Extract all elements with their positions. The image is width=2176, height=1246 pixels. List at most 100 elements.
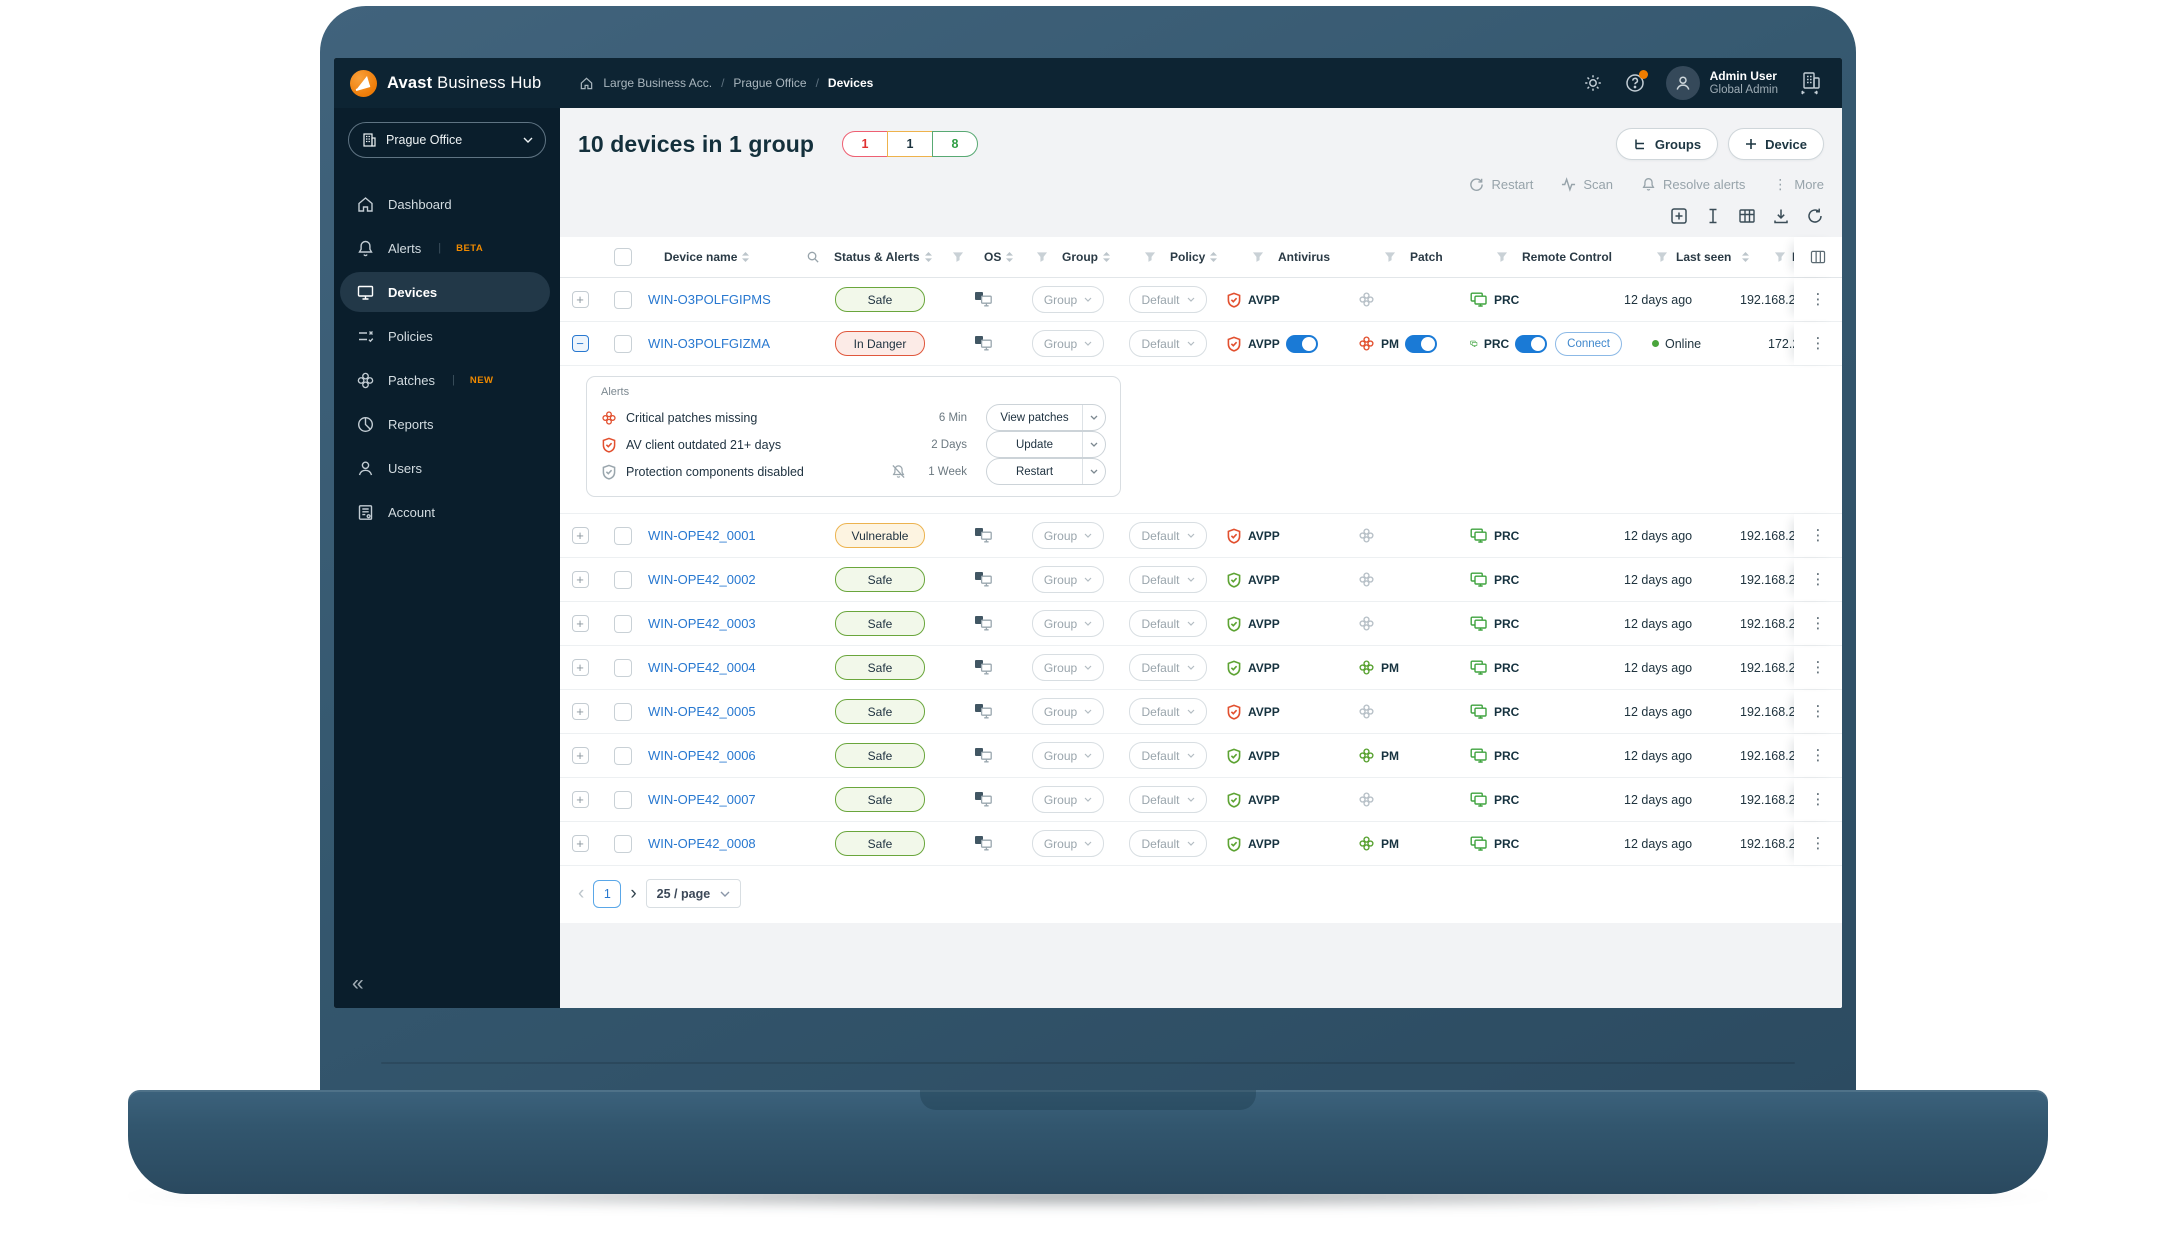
group-select[interactable]: Group (1031, 786, 1105, 813)
current-page[interactable]: 1 (593, 879, 622, 908)
row-expander-button[interactable] (571, 747, 589, 764)
row-menu-button[interactable]: ⋮ (1810, 615, 1826, 632)
warning-count[interactable]: 1 (887, 131, 934, 157)
group-select[interactable]: Group (1031, 522, 1105, 549)
device-name-link[interactable]: WIN-OPE42_0007 (648, 792, 756, 807)
device-name-link[interactable]: WIN-OPE42_0002 (648, 572, 756, 587)
table-view-icon[interactable] (1738, 207, 1756, 225)
device-name-link[interactable]: WIN-OPE42_0008 (648, 836, 756, 851)
sidebar-item-patches[interactable]: Patches | NEW (340, 360, 550, 400)
row-menu-button[interactable]: ⋮ (1810, 835, 1826, 852)
device-name-link[interactable]: WIN-OPE42_0003 (648, 616, 756, 631)
row-expander-button[interactable] (571, 291, 589, 308)
policy-select[interactable]: Default (1129, 742, 1207, 769)
column-remote-control[interactable]: Remote Control (1522, 250, 1612, 264)
remote-control-toggle[interactable] (1515, 334, 1548, 353)
row-checkbox[interactable] (614, 834, 632, 853)
policy-select[interactable]: Default (1129, 654, 1207, 681)
sort-icon[interactable] (1005, 251, 1014, 263)
switch-organization-icon[interactable] (1798, 70, 1824, 96)
breadcrumb-item[interactable]: Prague Office (733, 76, 807, 90)
row-checkbox[interactable] (614, 290, 632, 309)
scan-action[interactable]: Scan (1561, 177, 1613, 192)
column-os[interactable]: OS (984, 250, 1002, 264)
group-select[interactable]: Group (1031, 698, 1105, 725)
search-icon[interactable] (806, 250, 820, 264)
row-checkbox[interactable] (614, 658, 632, 677)
group-select[interactable]: Group (1031, 286, 1105, 313)
filter-icon[interactable] (1144, 251, 1156, 263)
column-antivirus[interactable]: Antivirus (1278, 250, 1331, 264)
filter-icon[interactable] (952, 251, 964, 263)
column-last-seen[interactable]: Last seen (1676, 250, 1732, 264)
row-checkbox[interactable] (614, 702, 632, 721)
help-icon[interactable] (1624, 70, 1648, 94)
chevron-down-icon[interactable] (1082, 405, 1105, 430)
device-name-link[interactable]: WIN-O3POLFGIPMS (648, 292, 771, 307)
patch-toggle[interactable] (1405, 334, 1437, 353)
row-checkbox[interactable] (614, 614, 632, 633)
policy-select[interactable]: Default (1129, 698, 1207, 725)
view-patches-button[interactable]: View patches (986, 404, 1106, 431)
sort-icon[interactable] (1102, 251, 1111, 263)
policy-select[interactable]: Default (1129, 330, 1207, 357)
group-select[interactable]: Group (1031, 654, 1105, 681)
column-group[interactable]: Group (1062, 250, 1098, 264)
group-select[interactable]: Group (1031, 566, 1105, 593)
filter-icon[interactable] (1252, 251, 1264, 263)
refresh-icon[interactable] (1806, 207, 1824, 225)
group-select[interactable]: Group (1031, 610, 1105, 637)
row-expander-button[interactable] (571, 571, 589, 588)
filter-icon[interactable] (1774, 251, 1786, 263)
row-checkbox[interactable] (614, 746, 632, 765)
column-status-alerts[interactable]: Status & Alerts (834, 250, 920, 264)
sidebar-item-dashboard[interactable]: Dashboard (340, 184, 550, 224)
group-select[interactable]: Group (1031, 830, 1105, 857)
page-size-select[interactable]: 25 / page (645, 879, 742, 908)
user-menu[interactable]: Admin User Global Admin (1665, 66, 1778, 100)
row-checkbox[interactable] (614, 790, 632, 809)
row-menu-button[interactable]: ⋮ (1810, 335, 1826, 352)
row-checkbox[interactable] (614, 334, 632, 353)
restart-action[interactable]: Restart (1469, 177, 1533, 192)
row-menu-button[interactable]: ⋮ (1810, 791, 1826, 808)
row-expander-button[interactable] (571, 659, 589, 676)
column-ip-address[interactable]: IP addre (1792, 250, 1794, 264)
row-menu-button[interactable]: ⋮ (1810, 747, 1826, 764)
row-expander-button[interactable] (571, 835, 589, 852)
row-expander-button[interactable] (571, 703, 589, 720)
sort-icon[interactable] (1741, 251, 1750, 263)
row-menu-button[interactable]: ⋮ (1810, 703, 1826, 720)
resolve-alerts-action[interactable]: Resolve alerts (1641, 177, 1745, 192)
update-button[interactable]: Update (986, 431, 1106, 458)
device-name-link[interactable]: WIN-OPE42_0006 (648, 748, 756, 763)
sidebar-item-alerts[interactable]: Alerts | BETA (340, 228, 550, 268)
filter-icon[interactable] (1036, 251, 1048, 263)
chevron-down-icon[interactable] (1082, 432, 1105, 457)
row-menu-button[interactable]: ⋮ (1810, 571, 1826, 588)
filter-icon[interactable] (1384, 251, 1396, 263)
sort-icon[interactable] (741, 251, 750, 263)
sidebar-item-policies[interactable]: Policies (340, 316, 550, 356)
danger-count[interactable]: 1 (842, 131, 889, 157)
row-menu-button[interactable]: ⋮ (1810, 659, 1826, 676)
filter-icon[interactable] (1496, 251, 1508, 263)
text-cursor-icon[interactable] (1704, 207, 1722, 225)
groups-button[interactable]: Groups (1615, 128, 1719, 160)
policy-select[interactable]: Default (1129, 286, 1207, 313)
policy-select[interactable]: Default (1129, 522, 1207, 549)
row-expander-button[interactable] (571, 615, 589, 632)
row-expander-button[interactable] (571, 527, 589, 544)
sort-icon[interactable] (924, 251, 933, 263)
row-menu-button[interactable]: ⋮ (1810, 527, 1826, 544)
row-checkbox[interactable] (614, 570, 632, 589)
group-select[interactable]: Group (1031, 742, 1105, 769)
sidebar-item-devices[interactable]: Devices (340, 272, 550, 312)
filter-icon[interactable] (1656, 251, 1668, 263)
download-icon[interactable] (1772, 207, 1790, 225)
device-name-link[interactable]: WIN-OPE42_0001 (648, 528, 756, 543)
settings-gear-icon[interactable] (1582, 72, 1604, 94)
device-status-counters[interactable]: 1 1 8 (842, 131, 979, 157)
policy-select[interactable]: Default (1129, 610, 1207, 637)
sort-icon[interactable] (1209, 251, 1218, 263)
